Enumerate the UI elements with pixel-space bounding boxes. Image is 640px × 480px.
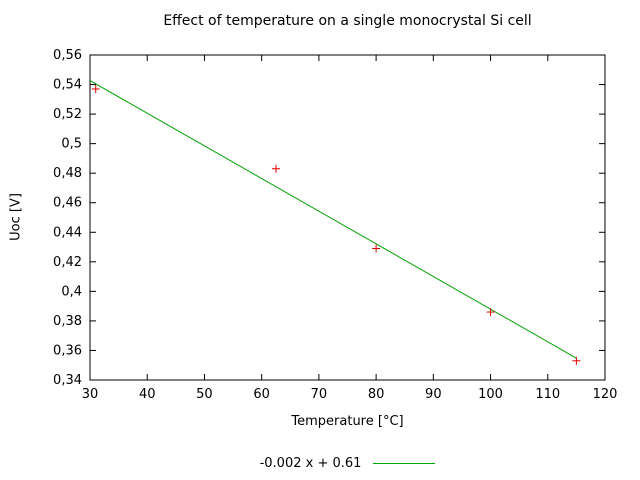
x-tick-label: 30: [82, 387, 99, 402]
legend-line-sample: [373, 463, 436, 464]
data-point: [372, 244, 381, 253]
x-tick-label: 60: [253, 387, 270, 402]
legend: -0.002 x + 0.61: [90, 456, 605, 471]
y-tick-label: 0,4: [61, 284, 82, 299]
x-tick-label: 120: [593, 387, 618, 402]
x-tick-label: 100: [478, 387, 503, 402]
y-tick-label: 0,46: [53, 196, 82, 211]
data-point: [486, 308, 495, 317]
y-tick-label: 0,36: [53, 343, 82, 358]
y-tick-label: 0,52: [53, 107, 82, 122]
y-tick-label: 0,42: [53, 255, 82, 270]
x-tick-label: 70: [311, 387, 328, 402]
data-point: [271, 164, 280, 173]
y-tick-label: 0,54: [53, 78, 82, 93]
y-tick-label: 0,44: [53, 225, 82, 240]
y-tick-label: 0,48: [53, 166, 82, 181]
x-tick-label: 50: [196, 387, 213, 402]
y-tick-label: 0,5: [61, 137, 82, 152]
fit-line: [89, 80, 577, 359]
x-tick-label: 110: [535, 387, 560, 402]
y-tick-label: 0,56: [53, 48, 82, 63]
x-tick-label: 80: [368, 387, 385, 402]
x-tick-label: 90: [425, 387, 442, 402]
data-point: [572, 356, 581, 365]
plot-border: [89, 54, 606, 381]
legend-label: -0.002 x + 0.61: [259, 456, 362, 471]
y-tick-label: 0,34: [53, 373, 82, 388]
x-tick-label: 40: [139, 387, 156, 402]
data-point: [91, 84, 100, 93]
chart-title: Effect of temperature on a single monocr…: [163, 13, 532, 29]
x-axis-title: Temperature [°C]: [291, 414, 404, 429]
y-tick-label: 0,38: [53, 314, 82, 329]
